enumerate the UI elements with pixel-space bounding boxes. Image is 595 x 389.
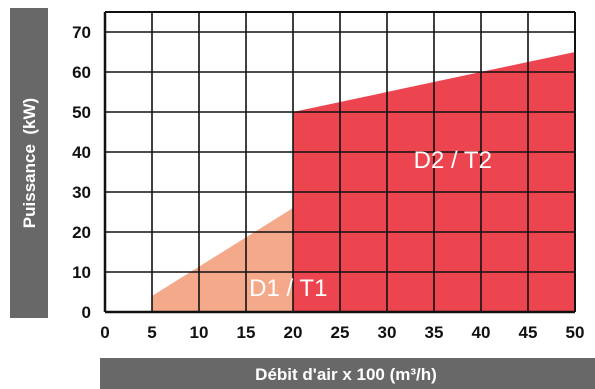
x-tick-label-0: 0 bbox=[100, 323, 109, 342]
x-tick-label-9: 45 bbox=[519, 323, 538, 342]
x-tick-label-3: 15 bbox=[237, 323, 256, 342]
y-tick-label-0: 0 bbox=[82, 303, 91, 322]
y-tick-label-1: 10 bbox=[72, 263, 91, 282]
y-tick-label-7: 70 bbox=[72, 23, 91, 42]
region-label-1: D2 / T2 bbox=[414, 147, 492, 174]
x-tick-label-2: 10 bbox=[190, 323, 209, 342]
region-label-2: D1 / T1 bbox=[249, 275, 327, 302]
plot-area: 0 5 10 15 20 25 30 35 40 45 50 0 10 20 30 40 50 60 70 D2 / … bbox=[72, 11, 585, 342]
x-tick-label-4: 20 bbox=[284, 323, 303, 342]
y-tick-label-2: 20 bbox=[72, 223, 91, 242]
y-tick-label-6: 60 bbox=[72, 63, 91, 82]
y-tick-label-3: 30 bbox=[72, 183, 91, 202]
y-tick-label-4: 40 bbox=[72, 143, 91, 162]
y-axis-title: Puissance (kW) bbox=[20, 98, 39, 228]
xlabel-bar bbox=[100, 358, 595, 389]
y-tick-label-5: 50 bbox=[72, 103, 91, 122]
x-tick-label-5: 25 bbox=[331, 323, 350, 342]
x-tick-label-8: 40 bbox=[472, 323, 491, 342]
x-axis-title: Débit d'air x 100 (m³/h) bbox=[255, 365, 437, 384]
x-tick-label-1: 5 bbox=[147, 323, 156, 342]
x-tick-label-10: 50 bbox=[566, 323, 585, 342]
x-tick-label-7: 35 bbox=[425, 323, 444, 342]
x-tick-label-6: 30 bbox=[378, 323, 397, 342]
ylabel-bar bbox=[10, 8, 48, 318]
